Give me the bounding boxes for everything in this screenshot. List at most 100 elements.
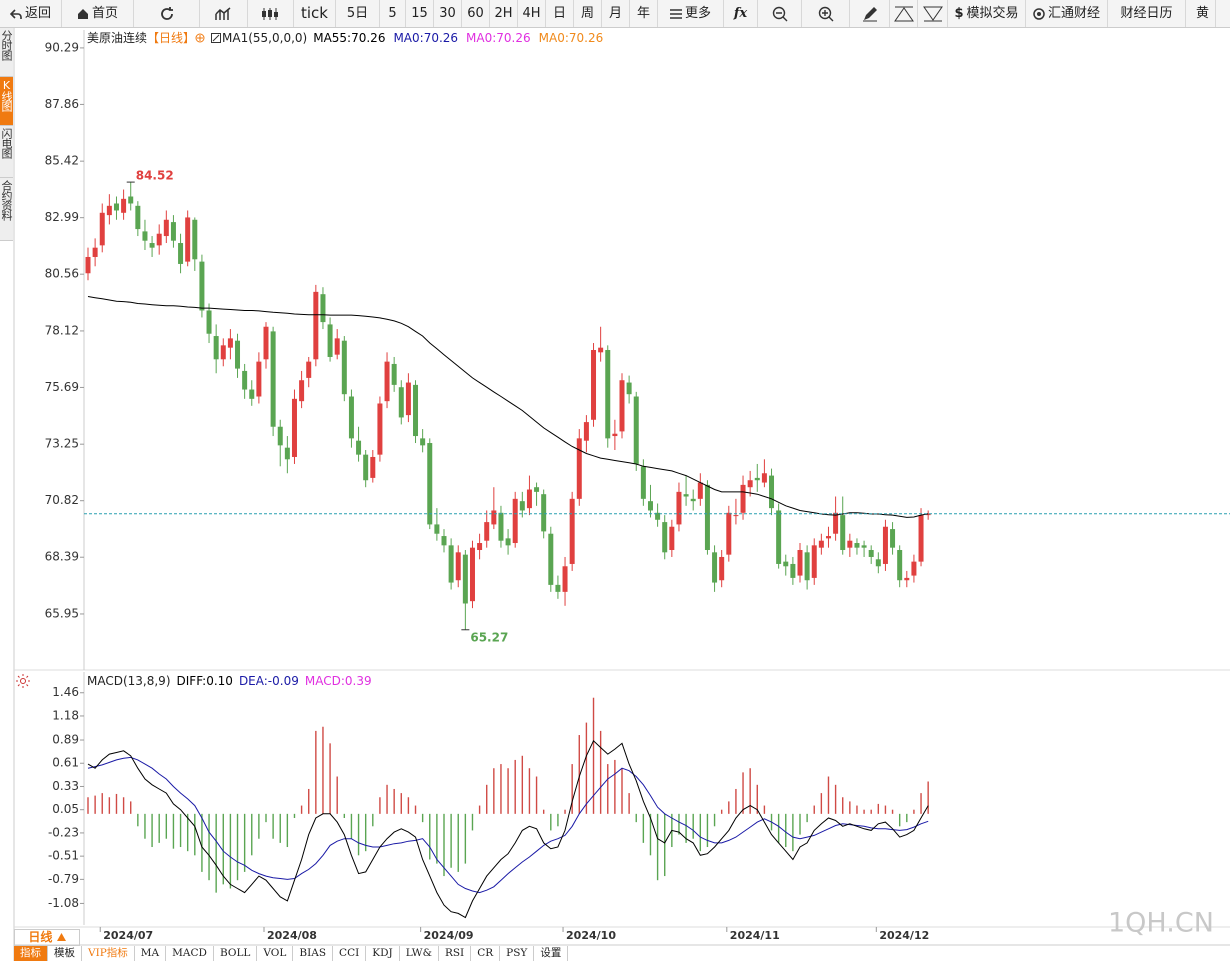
ma-label: MA0:70.26 — [393, 30, 459, 45]
candle-body — [156, 233, 162, 246]
down-button[interactable] — [918, 0, 948, 27]
candle-body — [391, 363, 397, 385]
high-label: 84.52 — [136, 169, 174, 183]
period-selector[interactable]: 日线 — [14, 929, 80, 946]
indicator-tab[interactable]: 模板 — [48, 946, 82, 961]
zoom-in-button[interactable] — [802, 0, 850, 27]
news-button[interactable]: 汇通财经 — [1026, 0, 1108, 27]
sim-trade-button[interactable]: $ 模拟交易 — [948, 0, 1026, 27]
x-tick-label: 2024/09 — [424, 929, 474, 942]
candle-body — [890, 529, 896, 548]
home-button[interactable]: 首页 — [62, 0, 134, 27]
indicator-tab[interactable]: VIP指标 — [82, 946, 135, 961]
indicator-tab[interactable]: 设置 — [534, 946, 569, 961]
indicator-tab[interactable]: CCI — [333, 946, 367, 961]
candle-body — [804, 552, 810, 581]
side-tab[interactable]: 合约资料 — [0, 178, 13, 241]
candle-body — [712, 552, 718, 583]
refresh-button[interactable] — [134, 0, 200, 27]
side-tab-active[interactable]: K线图 — [0, 77, 13, 126]
indicator-tab[interactable]: CR — [471, 946, 501, 961]
candle-button[interactable] — [248, 0, 294, 27]
candle-body — [462, 554, 468, 604]
y-tick-label: -1.08 — [48, 896, 79, 910]
formula-button[interactable]: fx — [724, 0, 758, 27]
candle-body — [726, 512, 732, 555]
back-button[interactable]: 返回 — [0, 0, 62, 27]
candle-body — [427, 443, 433, 525]
indicator-tab[interactable]: BOLL — [214, 946, 258, 961]
x-tick-label: 2024/10 — [566, 929, 616, 942]
y-tick-label: 0.05 — [52, 802, 79, 816]
tick-button[interactable]: tick — [294, 0, 336, 27]
period-button[interactable]: 5 — [380, 0, 406, 27]
period-button[interactable]: 15 — [406, 0, 434, 27]
candle-body — [854, 543, 860, 548]
indicator-tab[interactable]: MA — [135, 946, 167, 961]
candle-body — [363, 454, 369, 481]
indicator-tab[interactable]: RSI — [439, 946, 472, 961]
candle-body — [206, 310, 212, 334]
period-button[interactable]: 4H — [518, 0, 546, 27]
period-button[interactable]: 60 — [462, 0, 490, 27]
period-button[interactable]: 月 — [602, 0, 630, 27]
line-chart-button[interactable] — [200, 0, 248, 27]
sidebar: 分时图 K线图 闪电图 合约资料 — [0, 28, 14, 241]
period-button[interactable]: 5日 — [336, 0, 380, 27]
candle-body — [398, 387, 404, 418]
calendar-button[interactable]: 财经日历 — [1108, 0, 1186, 27]
candle-body — [598, 347, 604, 353]
macd-label: DEA:-0.09 — [238, 674, 299, 688]
candle-body — [519, 501, 525, 511]
candle-body — [790, 563, 796, 578]
period-button[interactable]: 日 — [546, 0, 574, 27]
candle-body — [683, 494, 689, 497]
y-tick-label: 68.39 — [45, 550, 79, 564]
candle-body — [185, 217, 191, 262]
indicator-tab[interactable]: PSY — [500, 946, 535, 961]
zoom-out-button[interactable] — [758, 0, 802, 27]
side-tab[interactable]: 闪电图 — [0, 126, 13, 178]
candle-body — [348, 396, 354, 439]
candle-body — [249, 389, 255, 399]
macd-header: MACD(13,8,9) DIFF:0.10 DEA:-0.09 MACD:0.39 — [87, 674, 372, 688]
indicator-tab[interactable]: 指标 — [14, 946, 48, 961]
candle-body — [825, 536, 831, 539]
label: 汇通财经 — [1047, 6, 1100, 21]
macd-title: MACD(13,8,9) — [87, 674, 171, 688]
candle-body — [583, 422, 589, 441]
candle-body — [655, 512, 661, 520]
gold-button[interactable]: 黄 — [1186, 0, 1216, 27]
candle-body — [327, 324, 333, 357]
candle-body — [548, 533, 554, 585]
period-button[interactable]: 年 — [630, 0, 658, 27]
low-label: 65.27 — [470, 630, 508, 644]
indicator-tab[interactable]: BIAS — [293, 946, 334, 961]
indicator-tab[interactable]: KDJ — [366, 946, 400, 961]
candle-body — [92, 247, 98, 257]
candle-body — [647, 501, 653, 511]
more-button[interactable]: 更多 — [658, 0, 724, 27]
up-button[interactable] — [890, 0, 918, 27]
candle-body — [541, 494, 547, 532]
candle-body — [740, 484, 746, 513]
candle-body — [220, 345, 226, 360]
draw-button[interactable] — [850, 0, 890, 27]
candle-body — [526, 489, 532, 509]
candle-body — [163, 219, 169, 237]
indicator-tab[interactable]: LW& — [400, 946, 439, 961]
candle-body — [619, 380, 625, 432]
indicator-tab[interactable]: VOL — [257, 946, 294, 961]
toolbar: 返回 首页 tick 5日 5 15 30 60 2H 4H 日 周 月 年 更… — [0, 0, 1230, 28]
period-button[interactable]: 30 — [434, 0, 462, 27]
ma-labels: MA55:70.26 MA0:70.26 MA0:70.26 MA0:70.26 — [313, 31, 603, 45]
ma-label: MA0:70.26 — [466, 30, 531, 45]
candle-body — [512, 498, 518, 544]
side-tab[interactable]: 分时图 — [0, 28, 13, 77]
period-button[interactable]: 周 — [574, 0, 602, 27]
candle-body — [284, 447, 290, 460]
indicator-tab[interactable]: MACD — [166, 946, 214, 961]
period-button[interactable]: 2H — [490, 0, 518, 27]
macd-labels: DIFF:0.10 DEA:-0.09 MACD:0.39 — [177, 674, 372, 688]
